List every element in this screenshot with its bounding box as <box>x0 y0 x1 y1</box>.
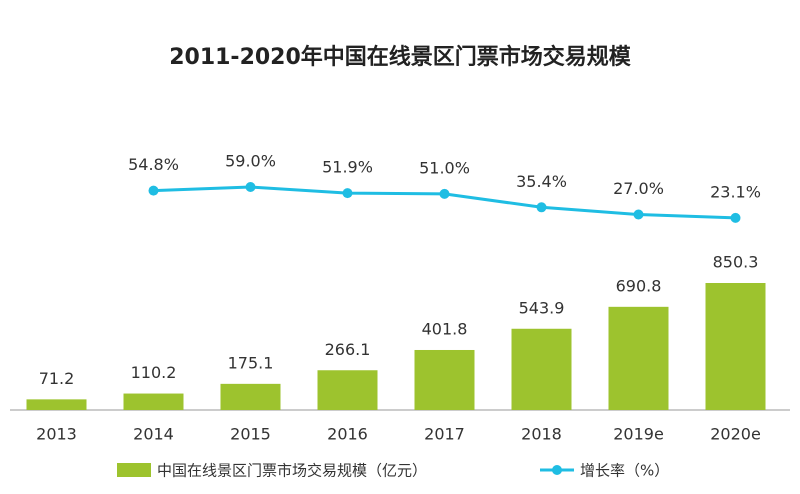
line-point <box>633 209 644 220</box>
line-value-label: 27.0% <box>613 179 664 198</box>
x-tick-label: 2013 <box>36 425 77 444</box>
bar <box>511 328 572 410</box>
line-point <box>245 182 256 192</box>
line-value-label: 59.0% <box>225 152 276 171</box>
x-tick-label: 2016 <box>327 425 368 444</box>
bar-value-label: 690.8 <box>616 276 662 295</box>
bar-value-label: 71.2 <box>39 369 75 388</box>
bar-value-label: 266.1 <box>325 340 371 359</box>
bar-value-label: 110.2 <box>131 363 177 382</box>
bar-value-label: 543.9 <box>519 298 565 317</box>
bar <box>414 349 475 410</box>
bar-value-label: 175.1 <box>228 353 274 372</box>
bar <box>608 306 669 410</box>
line-point <box>730 212 741 223</box>
x-tick-label: 2014 <box>133 425 174 444</box>
x-tick-label: 2018 <box>521 425 562 444</box>
line-point <box>536 202 547 213</box>
bar <box>26 399 87 410</box>
line-value-label: 35.4% <box>516 172 567 191</box>
bar <box>123 393 184 410</box>
chart-title: 2011-2020年中国在线景区门票市场交易规模 <box>169 44 632 70</box>
x-tick-label: 2020e <box>710 425 761 444</box>
line-point <box>148 185 159 196</box>
x-tick-label: 2015 <box>230 425 271 444</box>
x-tick-label: 2017 <box>424 425 465 444</box>
line-value-label: 54.8% <box>128 155 179 174</box>
bar <box>705 283 766 410</box>
legend-label: 增长率（%） <box>580 462 669 480</box>
legend-swatch-dot <box>552 465 562 475</box>
bar <box>220 383 281 410</box>
line-value-label: 23.1% <box>710 182 761 201</box>
line-value-label: 51.0% <box>419 158 470 177</box>
line-point <box>439 188 450 199</box>
bar-value-label: 401.8 <box>422 319 468 338</box>
x-tick-label: 2019e <box>613 425 664 444</box>
line-value-label: 51.9% <box>322 158 373 177</box>
bar-value-label: 850.3 <box>713 253 759 272</box>
bar <box>317 370 378 410</box>
legend-label: 中国在线景区门票市场交易规模（亿元） <box>157 462 427 480</box>
legend-swatch <box>117 463 151 477</box>
line-point <box>342 188 353 199</box>
